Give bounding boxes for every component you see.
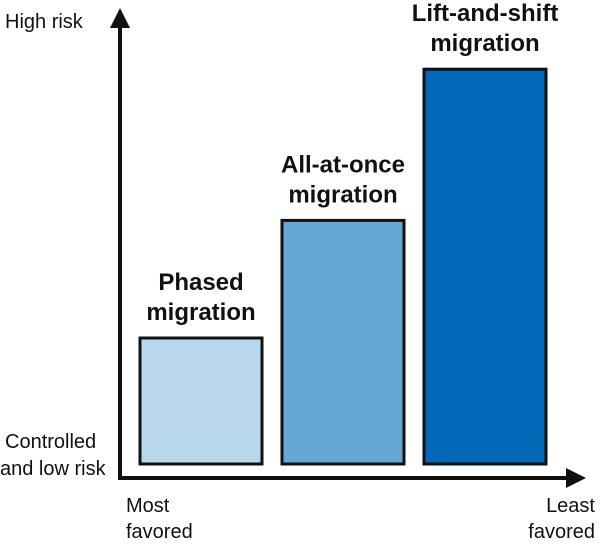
bar-3-label-line1: Lift-and-shift [412,0,559,27]
bar-1-label-line2: migration [146,299,255,326]
x-axis-right-label-line2: favored [528,521,595,543]
x-axis-right-label-line1: Least [546,495,595,517]
bar-group: Phased migration All-at-once migration Lift-… [138,0,559,466]
x-axis-left-label-line1: Most [126,495,170,517]
x-axis-arrow [566,468,586,488]
bar-2 [280,218,406,466]
bar-3 [422,67,548,466]
y-axis-arrow [110,8,130,28]
bar-2-label-line2: migration [288,181,397,208]
y-axis-high-label: High risk [5,11,84,33]
y-axis-low-label-line2: and low risk [0,458,107,480]
bar-2-label-line1: All-at-once [281,151,405,178]
x-axis-left-label-line2: favored [126,521,193,543]
y-axis-low-label-line1: Controlled [5,431,96,453]
bar-3-label-line2: migration [430,30,539,57]
bar-1-label-line1: Phased [158,269,243,296]
bar-1 [138,336,264,466]
